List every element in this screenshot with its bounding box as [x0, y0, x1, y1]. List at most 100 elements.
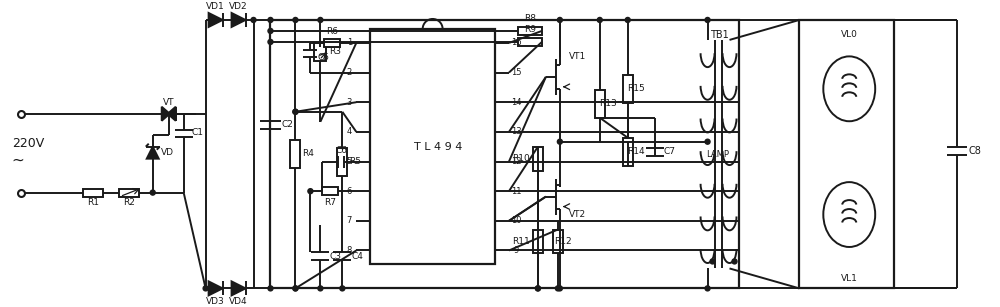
- Circle shape: [318, 17, 323, 22]
- Bar: [290, 140, 300, 168]
- Bar: [270, 20, 739, 288]
- Bar: [623, 75, 633, 103]
- Text: VL0: VL0: [841, 30, 858, 39]
- Circle shape: [251, 17, 256, 22]
- Text: VD2: VD2: [229, 2, 248, 11]
- Text: R3: R3: [329, 47, 341, 56]
- Circle shape: [340, 286, 345, 291]
- Bar: [337, 148, 347, 176]
- Text: R14: R14: [627, 147, 645, 156]
- Text: R10: R10: [512, 154, 530, 163]
- Text: R15: R15: [627, 84, 645, 93]
- Bar: [83, 188, 103, 196]
- Text: VD: VD: [161, 148, 174, 157]
- Bar: [623, 138, 633, 166]
- Text: R2: R2: [123, 198, 135, 207]
- Polygon shape: [232, 282, 246, 295]
- Bar: [595, 90, 605, 118]
- Text: 2: 2: [347, 68, 352, 77]
- Polygon shape: [209, 282, 223, 295]
- Bar: [518, 38, 542, 46]
- Text: VD3: VD3: [206, 297, 225, 306]
- Text: C3: C3: [329, 252, 341, 261]
- Text: R12: R12: [554, 237, 572, 246]
- Polygon shape: [168, 107, 176, 121]
- Text: VD4: VD4: [229, 297, 248, 306]
- Circle shape: [150, 190, 155, 195]
- Text: R9: R9: [524, 25, 536, 34]
- Text: VD1: VD1: [206, 2, 225, 11]
- Circle shape: [705, 139, 710, 144]
- Circle shape: [557, 17, 562, 22]
- Circle shape: [597, 17, 602, 22]
- Circle shape: [705, 17, 710, 22]
- Text: 5: 5: [347, 157, 352, 166]
- Bar: [314, 43, 326, 61]
- Circle shape: [318, 286, 323, 291]
- Circle shape: [268, 29, 273, 33]
- Text: VT: VT: [163, 98, 174, 107]
- Circle shape: [268, 286, 273, 291]
- Circle shape: [308, 189, 313, 194]
- Polygon shape: [232, 13, 246, 27]
- Bar: [324, 39, 340, 47]
- Polygon shape: [209, 13, 223, 27]
- Bar: [518, 27, 542, 35]
- Text: 4: 4: [347, 127, 352, 136]
- Circle shape: [293, 17, 298, 22]
- Circle shape: [268, 17, 273, 22]
- Text: 9: 9: [513, 246, 519, 255]
- Bar: [322, 187, 338, 195]
- Text: C1: C1: [192, 128, 204, 137]
- Circle shape: [732, 259, 737, 264]
- Text: 6: 6: [347, 187, 352, 196]
- Text: VL1: VL1: [841, 274, 858, 283]
- Text: 15: 15: [511, 68, 521, 77]
- Text: 8: 8: [347, 246, 352, 255]
- Text: C7: C7: [664, 147, 676, 156]
- Text: C4: C4: [351, 252, 363, 261]
- Circle shape: [557, 286, 562, 291]
- Text: R8: R8: [524, 14, 536, 23]
- Text: R5: R5: [349, 157, 361, 166]
- Text: R13: R13: [599, 99, 617, 108]
- Text: C8: C8: [969, 146, 981, 156]
- Text: C2: C2: [282, 120, 293, 129]
- Text: VT1: VT1: [569, 52, 586, 61]
- Text: 7: 7: [347, 216, 352, 225]
- Bar: [553, 230, 563, 254]
- Text: 220V: 220V: [12, 137, 44, 150]
- Text: R7: R7: [324, 198, 336, 207]
- Text: 14: 14: [511, 98, 521, 107]
- Text: R4: R4: [302, 149, 314, 158]
- Circle shape: [710, 259, 715, 264]
- Circle shape: [293, 109, 298, 114]
- Text: C6: C6: [335, 146, 347, 155]
- Text: 3: 3: [347, 98, 352, 107]
- Circle shape: [535, 286, 540, 291]
- Text: 11: 11: [511, 187, 521, 196]
- Circle shape: [293, 286, 298, 291]
- Polygon shape: [162, 107, 170, 121]
- Text: VT2: VT2: [569, 210, 586, 219]
- Text: R6: R6: [326, 27, 338, 37]
- Text: C5: C5: [317, 53, 329, 62]
- Bar: [533, 147, 543, 171]
- Text: T L 4 9 4: T L 4 9 4: [414, 142, 463, 152]
- Text: R1: R1: [87, 198, 99, 207]
- Polygon shape: [147, 147, 159, 159]
- Circle shape: [557, 139, 562, 144]
- Text: R11: R11: [512, 237, 530, 246]
- Bar: [533, 230, 543, 254]
- Bar: [799, 20, 894, 288]
- Text: TB1: TB1: [710, 30, 729, 40]
- Bar: [370, 29, 495, 264]
- Circle shape: [555, 286, 560, 291]
- Text: 10: 10: [511, 216, 521, 225]
- Circle shape: [705, 286, 710, 291]
- Bar: [119, 188, 139, 196]
- Text: 16: 16: [511, 38, 521, 47]
- Text: 13: 13: [511, 127, 521, 136]
- Circle shape: [268, 39, 273, 45]
- Circle shape: [203, 286, 208, 291]
